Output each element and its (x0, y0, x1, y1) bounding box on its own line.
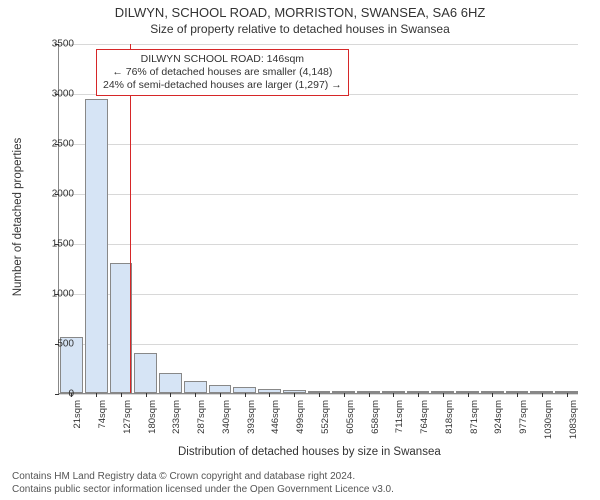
x-tick-mark (96, 393, 97, 397)
x-tick-label: 127sqm (122, 400, 133, 450)
annotation-line: 24% of semi-detached houses are larger (… (103, 79, 342, 92)
gridline (59, 194, 578, 195)
y-tick-label: 1000 (34, 289, 74, 300)
x-tick-label: 1083sqm (568, 400, 579, 450)
annotation-callout: DILWYN SCHOOL ROAD: 146sqm ← 76% of deta… (96, 49, 349, 96)
x-tick-label: 287sqm (196, 400, 207, 450)
page-subtitle: Size of property relative to detached ho… (0, 20, 600, 36)
x-tick-mark (468, 393, 469, 397)
x-tick-label: 818sqm (444, 400, 455, 450)
x-tick-label: 180sqm (147, 400, 158, 450)
x-tick-mark (220, 393, 221, 397)
x-tick-label: 977sqm (518, 400, 529, 450)
x-tick-mark (542, 393, 543, 397)
footer-attribution: Contains HM Land Registry data © Crown c… (12, 471, 394, 496)
gridline (59, 44, 578, 45)
x-tick-mark (393, 393, 394, 397)
plot-area (58, 44, 578, 394)
footer-line: Contains public sector information licen… (12, 484, 394, 497)
x-tick-mark (195, 393, 196, 397)
x-tick-label: 74sqm (97, 400, 108, 450)
y-tick-label: 1500 (34, 239, 74, 250)
annotation-line: DILWYN SCHOOL ROAD: 146sqm (103, 53, 342, 66)
x-tick-mark (146, 393, 147, 397)
x-tick-label: 340sqm (221, 400, 232, 450)
x-tick-label: 21sqm (72, 400, 83, 450)
histogram-bar (184, 381, 207, 393)
y-axis-label: Number of detached properties (12, 127, 24, 307)
histogram-bar (134, 353, 157, 393)
x-tick-mark (492, 393, 493, 397)
gridline (59, 144, 578, 145)
x-tick-mark (269, 393, 270, 397)
y-tick-label: 500 (34, 339, 74, 350)
x-tick-label: 658sqm (370, 400, 381, 450)
y-tick-label: 3000 (34, 89, 74, 100)
x-tick-label: 393sqm (246, 400, 257, 450)
y-tick-label: 2000 (34, 189, 74, 200)
chart-container: DILWYN, SCHOOL ROAD, MORRISTON, SWANSEA,… (0, 0, 600, 500)
x-tick-mark (517, 393, 518, 397)
x-tick-mark (369, 393, 370, 397)
x-tick-label: 924sqm (493, 400, 504, 450)
y-tick-label: 0 (34, 389, 74, 400)
y-tick-label: 3500 (34, 39, 74, 50)
x-tick-mark (245, 393, 246, 397)
x-tick-label: 605sqm (345, 400, 356, 450)
annotation-line: ← 76% of detached houses are smaller (4,… (103, 66, 342, 79)
x-tick-mark (294, 393, 295, 397)
x-tick-mark (319, 393, 320, 397)
gridline (59, 244, 578, 245)
x-tick-mark (170, 393, 171, 397)
y-tick-label: 2500 (34, 139, 74, 150)
x-tick-label: 446sqm (270, 400, 281, 450)
page-title: DILWYN, SCHOOL ROAD, MORRISTON, SWANSEA,… (0, 0, 600, 20)
histogram-bar (209, 385, 232, 393)
x-tick-mark (121, 393, 122, 397)
histogram-bar (85, 99, 108, 393)
x-tick-label: 233sqm (171, 400, 182, 450)
x-tick-mark (567, 393, 568, 397)
x-tick-label: 871sqm (469, 400, 480, 450)
x-tick-label: 711sqm (394, 400, 405, 450)
x-tick-label: 1030sqm (543, 400, 554, 450)
histogram-bar (159, 373, 182, 393)
gridline (59, 294, 578, 295)
x-tick-label: 764sqm (419, 400, 430, 450)
gridline (59, 344, 578, 345)
x-tick-mark (443, 393, 444, 397)
x-tick-mark (418, 393, 419, 397)
x-tick-mark (344, 393, 345, 397)
x-tick-label: 552sqm (320, 400, 331, 450)
footer-line: Contains HM Land Registry data © Crown c… (12, 471, 394, 484)
x-tick-label: 499sqm (295, 400, 306, 450)
